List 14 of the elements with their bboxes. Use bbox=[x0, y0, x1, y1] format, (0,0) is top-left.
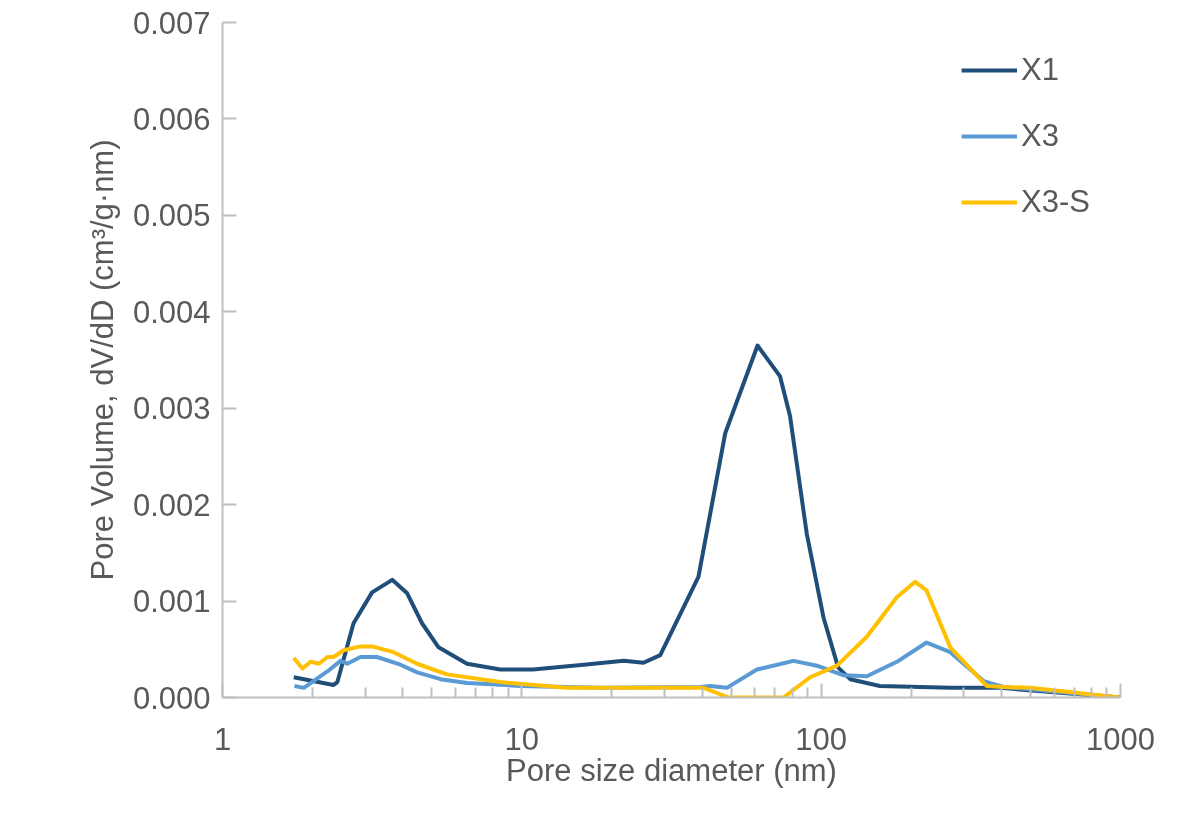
y-tick-label: 0.007 bbox=[132, 5, 211, 41]
legend-label: X3-S bbox=[1021, 184, 1090, 220]
legend-label: X3 bbox=[1021, 118, 1059, 154]
y-tick-label: 0.004 bbox=[132, 294, 211, 330]
x-tick-label: 1 bbox=[213, 721, 232, 757]
y-tick-label: 0.001 bbox=[132, 584, 211, 620]
y-tick-label: 0.006 bbox=[132, 101, 211, 137]
y-axis-title: Pore Volume, dV/dD (cm³/g·nm) bbox=[84, 139, 120, 581]
y-tick-label: 0.002 bbox=[132, 487, 211, 523]
legend-label: X1 bbox=[1021, 52, 1059, 88]
x-tick-label: 1000 bbox=[1086, 721, 1155, 757]
y-tick-label: 0.000 bbox=[132, 680, 211, 716]
y-tick-label: 0.003 bbox=[132, 391, 211, 427]
y-tick-label: 0.005 bbox=[132, 198, 211, 234]
